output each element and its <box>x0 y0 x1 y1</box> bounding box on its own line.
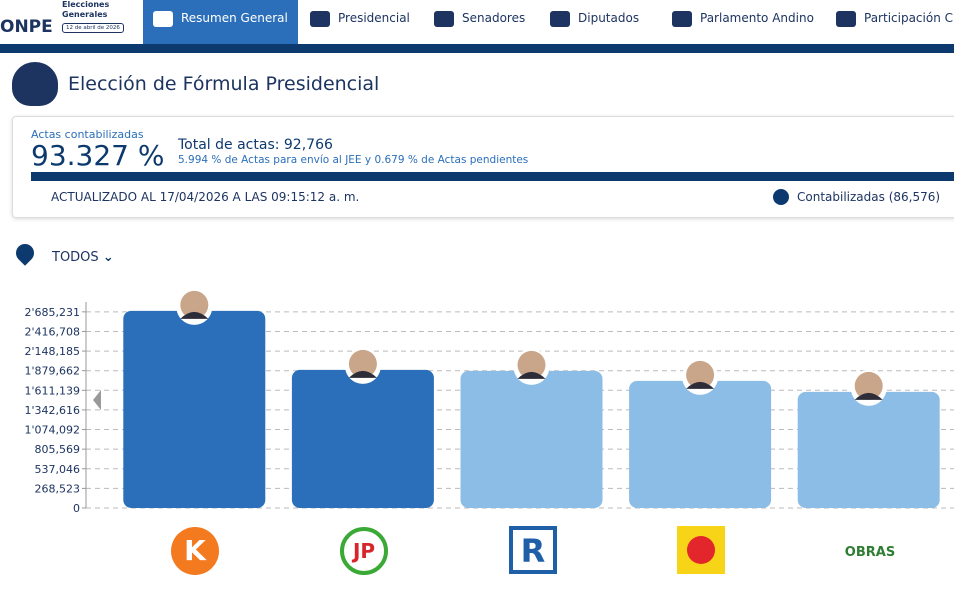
logo-text: R <box>521 532 546 570</box>
chart: K JP R OBRAS 0 268,523 537,046 805,569 1'074… <box>24 290 954 575</box>
page-title: Elección de Fórmula Presidencial <box>68 73 380 95</box>
nav-tab[interactable]: Participación C <box>836 0 953 44</box>
y-tick-label: 537,046 <box>35 463 81 476</box>
y-tick-label: 2'416,708 <box>24 325 80 338</box>
tab-label: Presidencial <box>338 11 410 25</box>
tab-label: Senadores <box>462 11 526 25</box>
y-tick-label: 1'342,616 <box>24 404 80 417</box>
candidate-face <box>517 350 546 379</box>
y-tick-label: 2'685,231 <box>24 306 80 319</box>
bar <box>123 310 266 508</box>
logo-text: OBRAS <box>845 545 895 560</box>
y-tick-label: 1'611,139 <box>24 384 80 397</box>
total-actas: Total de actas: 92,766 <box>178 137 333 153</box>
chart-body: 0 268,523 537,046 805,569 1'074,092 1'342,616… <box>24 290 954 515</box>
y-tick-label: 2'148,185 <box>24 345 80 358</box>
actas-detail: 5.994 % de Actas para envío al JEE y 0.6… <box>178 154 529 166</box>
bar <box>797 391 940 508</box>
logo-jp: JP <box>340 527 388 575</box>
logo: ONPE <box>0 17 53 37</box>
updated-at: ACTUALIZADO AL 17/04/2026 A LAS 09:15:12… <box>51 190 360 204</box>
candidate-suit <box>180 311 209 319</box>
actas-label: Actas contabilizadas <box>31 128 144 141</box>
nav-strip <box>0 44 954 53</box>
bar <box>291 369 434 508</box>
bar <box>629 380 772 508</box>
candidate-face <box>180 290 209 319</box>
emblem <box>12 62 58 106</box>
nav-tab[interactable]: Diputados <box>550 0 639 44</box>
location-icon <box>12 240 38 266</box>
logo-sun <box>677 526 725 574</box>
candidate-face <box>348 349 377 378</box>
logo-r: R <box>509 526 557 574</box>
candidate-suit <box>686 381 715 389</box>
candidate-suit <box>854 392 883 400</box>
candidate-face <box>686 360 715 389</box>
candidate-suit <box>348 370 377 378</box>
y-tick-label: 1'074,092 <box>24 424 80 437</box>
election-date: 12 de abril de 2026 <box>62 23 124 33</box>
tab-label: Resumen General <box>181 11 288 25</box>
legend-label: Contabilizadas (86,576) <box>797 190 941 204</box>
logo-text: JP <box>351 539 375 563</box>
logo-text: K <box>184 534 207 567</box>
filter-select[interactable]: TODOS ⌄ <box>52 250 114 265</box>
nav-bar: ONPE Elecciones Generales 12 de abril de… <box>0 0 954 44</box>
filter-label: TODOS <box>52 250 99 265</box>
tab-label: Participación C <box>864 11 953 25</box>
candidate-suit <box>517 371 546 379</box>
actas-percent: 93.327 % <box>31 139 165 172</box>
legend-dot <box>773 189 789 205</box>
nav-tab[interactable]: Parlamento Andino <box>672 0 814 44</box>
y-tick-label: 805,569 <box>35 443 81 456</box>
tab-label: Parlamento Andino <box>700 11 814 25</box>
nav-tab[interactable]: Senadores <box>434 0 525 44</box>
progress-bar <box>31 172 954 181</box>
logo-k: K <box>171 527 219 575</box>
election-name: Elecciones Generales <box>62 0 110 19</box>
nav-tab[interactable]: Presidencial <box>310 0 410 44</box>
tab-label: Diputados <box>578 11 640 25</box>
nav-tab[interactable]: Resumen General <box>143 0 298 44</box>
candidate-face <box>854 371 883 400</box>
summary-card: Actas contabilizadas 93.327 % Total de a… <box>12 116 954 218</box>
scroll-arrow[interactable] <box>93 390 101 410</box>
y-tick-label: 1'879,662 <box>24 365 80 378</box>
y-tick-label: 268,523 <box>35 482 81 495</box>
y-tick-label: 0 <box>73 502 80 515</box>
bar <box>460 370 603 508</box>
